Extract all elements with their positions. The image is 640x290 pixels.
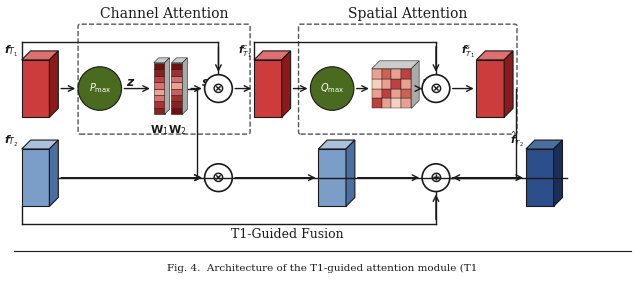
- Text: $\boldsymbol{f}^c_{T_1}$: $\boldsymbol{f}^c_{T_1}$: [238, 44, 252, 60]
- Polygon shape: [172, 63, 182, 69]
- Polygon shape: [172, 58, 188, 63]
- Polygon shape: [254, 60, 282, 117]
- Ellipse shape: [78, 67, 122, 110]
- Text: $\boldsymbol{f}_{T_2}$: $\boldsymbol{f}_{T_2}$: [4, 133, 19, 148]
- Polygon shape: [401, 69, 412, 79]
- Polygon shape: [154, 108, 164, 114]
- Text: ⊗: ⊗: [212, 81, 225, 96]
- Circle shape: [205, 164, 232, 192]
- Polygon shape: [412, 61, 419, 108]
- Polygon shape: [401, 98, 412, 108]
- Circle shape: [422, 164, 450, 192]
- Polygon shape: [154, 63, 164, 69]
- Text: $P_{\mathrm{max}}$: $P_{\mathrm{max}}$: [88, 82, 111, 95]
- Polygon shape: [154, 102, 164, 108]
- Polygon shape: [372, 98, 381, 108]
- Text: ⊕: ⊕: [429, 170, 442, 185]
- Polygon shape: [318, 140, 355, 149]
- Text: $\boldsymbol{m}$: $\boldsymbol{m}$: [421, 76, 435, 89]
- Polygon shape: [372, 88, 381, 98]
- Polygon shape: [554, 140, 563, 206]
- Polygon shape: [504, 51, 513, 117]
- Polygon shape: [477, 60, 504, 117]
- Circle shape: [422, 75, 450, 102]
- Polygon shape: [172, 108, 182, 114]
- Text: $\mathbf{W}_2$: $\mathbf{W}_2$: [168, 123, 186, 137]
- Polygon shape: [22, 149, 49, 206]
- Polygon shape: [22, 140, 58, 149]
- Polygon shape: [154, 76, 164, 82]
- Text: ⊗: ⊗: [212, 170, 225, 185]
- Polygon shape: [172, 76, 182, 82]
- Polygon shape: [154, 82, 164, 88]
- Polygon shape: [526, 140, 563, 149]
- Polygon shape: [392, 79, 401, 88]
- Polygon shape: [381, 79, 392, 88]
- Text: $Q_{\mathrm{max}}$: $Q_{\mathrm{max}}$: [320, 82, 344, 95]
- Polygon shape: [401, 88, 412, 98]
- Text: $\boldsymbol{z}$: $\boldsymbol{z}$: [125, 76, 135, 89]
- Polygon shape: [172, 82, 182, 88]
- Polygon shape: [372, 69, 381, 79]
- Text: Channel Attention: Channel Attention: [100, 7, 228, 21]
- Polygon shape: [172, 88, 182, 95]
- Polygon shape: [346, 140, 355, 206]
- Polygon shape: [372, 61, 419, 69]
- Polygon shape: [172, 95, 182, 102]
- Text: $\boldsymbol{s}$: $\boldsymbol{s}$: [201, 76, 210, 89]
- Text: $\hat{\boldsymbol{f}}_{T_2}$: $\hat{\boldsymbol{f}}_{T_2}$: [510, 129, 524, 149]
- Polygon shape: [172, 69, 182, 76]
- Polygon shape: [22, 60, 49, 117]
- Polygon shape: [164, 58, 170, 114]
- Polygon shape: [172, 102, 182, 108]
- Polygon shape: [392, 88, 401, 98]
- Polygon shape: [254, 51, 291, 60]
- Polygon shape: [401, 79, 412, 88]
- Polygon shape: [392, 98, 401, 108]
- Polygon shape: [154, 95, 164, 102]
- Ellipse shape: [310, 67, 354, 110]
- Polygon shape: [372, 79, 381, 88]
- Polygon shape: [154, 69, 164, 76]
- Polygon shape: [49, 140, 58, 206]
- Text: $\boldsymbol{f}_{T_1}$: $\boldsymbol{f}_{T_1}$: [4, 44, 19, 59]
- Polygon shape: [381, 88, 392, 98]
- Polygon shape: [154, 58, 170, 63]
- Polygon shape: [477, 51, 513, 60]
- Polygon shape: [318, 149, 346, 206]
- Circle shape: [205, 75, 232, 102]
- Polygon shape: [526, 149, 554, 206]
- Text: $\mathbf{W}_1$: $\mathbf{W}_1$: [150, 123, 168, 137]
- Polygon shape: [182, 58, 188, 114]
- Polygon shape: [392, 69, 401, 79]
- Text: Fig. 4.  Architecture of the T1-guided attention module (T1: Fig. 4. Architecture of the T1-guided at…: [167, 264, 477, 273]
- Text: Spatial Attention: Spatial Attention: [348, 7, 467, 21]
- Polygon shape: [381, 69, 392, 79]
- Polygon shape: [22, 51, 58, 60]
- Text: T1-Guided Fusion: T1-Guided Fusion: [231, 228, 344, 241]
- Polygon shape: [154, 88, 164, 95]
- Polygon shape: [381, 98, 392, 108]
- Polygon shape: [282, 51, 291, 117]
- Text: $\boldsymbol{f}^s_{T_1}$: $\boldsymbol{f}^s_{T_1}$: [461, 44, 474, 60]
- Text: ⊗: ⊗: [429, 81, 442, 96]
- Polygon shape: [49, 51, 58, 117]
